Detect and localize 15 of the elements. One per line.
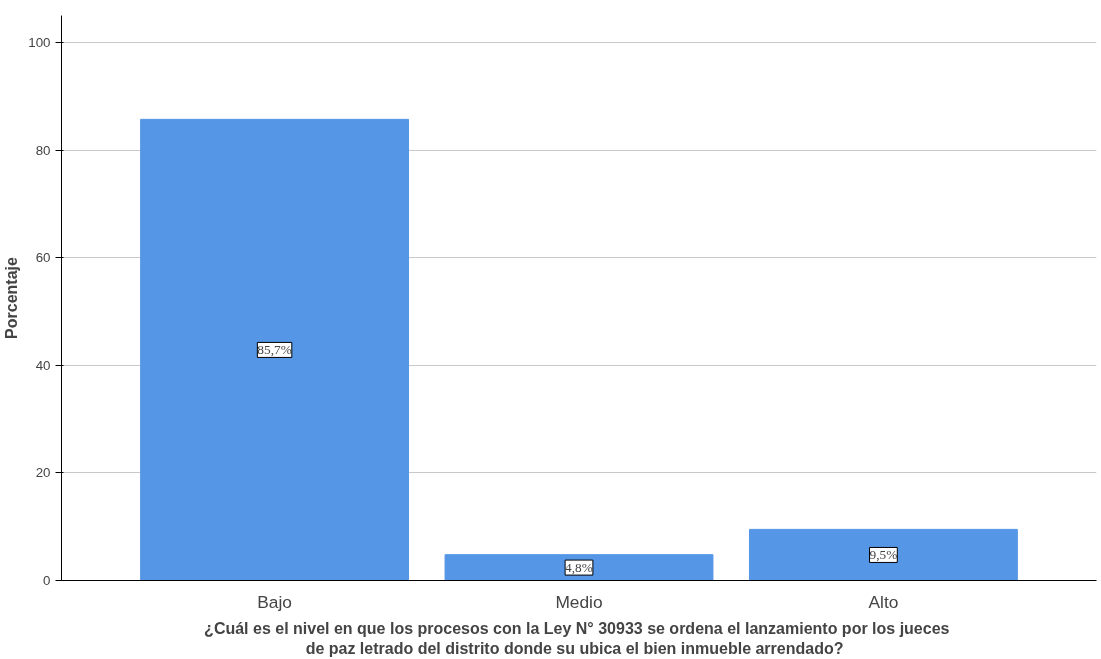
y-tick-label: 80 [35, 142, 51, 158]
x-tick-label: Medio [555, 591, 603, 612]
bar [444, 554, 714, 581]
y-tick-label: 40 [35, 357, 51, 373]
y-tick-label: 60 [35, 250, 51, 266]
y-tick-label: 100 [28, 34, 51, 50]
x-tick-label: Alto [868, 591, 899, 612]
data-label: 9,5% [869, 547, 898, 563]
bar [748, 528, 1018, 581]
x-axis-title: ¿Cuál es el nivel en que los procesos con la Ley N° 30933 se ordena el lanzamiento por los jueces de paz letrado del distrito donde su ubica el bien inmueble arrendado? [204, 619, 950, 657]
x-tick-label: Bajo [257, 591, 292, 612]
y-tick-label: 0 [43, 573, 51, 588]
y-tick-label: 20 [35, 465, 51, 481]
bar [140, 118, 410, 581]
y-axis-title: Porcentaje [3, 256, 21, 339]
